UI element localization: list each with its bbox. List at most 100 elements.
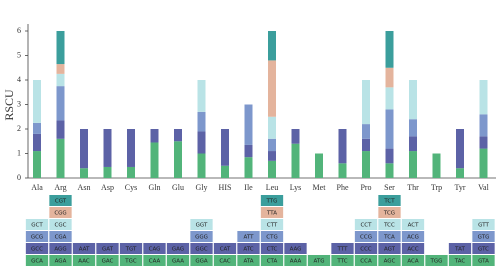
- codon-cell: [378, 231, 401, 242]
- bar-segment: [268, 116, 276, 139]
- bar-segment: [80, 168, 88, 178]
- bar-segment: [56, 73, 65, 87]
- bar-segment: [479, 148, 488, 178]
- bar-segment: [291, 143, 300, 178]
- x-tick-label: Thr: [407, 183, 419, 192]
- codon-cell: [72, 255, 96, 266]
- bar-segment: [268, 160, 276, 178]
- bar-segment: [385, 109, 394, 149]
- codon-label: ATC: [243, 246, 253, 252]
- codon-cell: [190, 231, 213, 242]
- bar-segment: [33, 133, 41, 152]
- bar-segment: [268, 151, 276, 161]
- codon-cell: [425, 255, 448, 266]
- bar-segment: [56, 86, 65, 121]
- codon-label: TCT: [383, 198, 395, 204]
- bar-segment: [479, 80, 488, 115]
- codon-cell: [190, 243, 213, 254]
- codon-cell: [448, 243, 472, 254]
- bar-segment: [174, 141, 182, 178]
- codon-cell: [354, 243, 378, 254]
- y-tick-label: 5: [17, 50, 21, 59]
- y-tick-label: 3: [17, 99, 21, 108]
- codon-label: TGT: [125, 246, 137, 252]
- codon-label: TCA: [383, 234, 395, 240]
- codon-label: ATT: [244, 234, 255, 240]
- codon-label: CTG: [266, 234, 277, 240]
- codon-label: CAT: [220, 246, 231, 252]
- codon-label: GGG: [195, 234, 208, 240]
- codon-cell: [378, 255, 401, 266]
- x-tick-label: Gly: [196, 183, 208, 192]
- codon-cell: [72, 243, 96, 254]
- codon-cell: [378, 195, 401, 206]
- codon-label: ATG: [314, 258, 325, 264]
- codon-cell: [260, 255, 284, 266]
- codon-cell: [354, 219, 378, 230]
- x-tick-label: Val: [478, 183, 489, 192]
- codon-label: GAA: [172, 258, 184, 264]
- codon-cell: [331, 255, 354, 266]
- codon-cell: [448, 255, 472, 266]
- x-tick-label: Cys: [125, 183, 137, 192]
- codon-cell: [260, 195, 284, 206]
- codon-label: GCT: [31, 222, 43, 228]
- bar-segment: [80, 129, 88, 169]
- y-tick-label: 4: [17, 75, 21, 84]
- codon-cell: [49, 207, 72, 218]
- codon-label: CTC: [267, 246, 278, 252]
- codon-cell: [25, 243, 49, 254]
- codon-label: AGC: [384, 258, 396, 264]
- codon-label: CCG: [360, 234, 372, 240]
- bar-segment: [56, 31, 65, 65]
- codon-label: GGT: [196, 222, 208, 228]
- codon-cell: [190, 219, 213, 230]
- bar-segment: [197, 153, 206, 178]
- bar-segment: [385, 87, 394, 110]
- codon-label: ACT: [408, 222, 420, 228]
- codon-cell: [49, 243, 72, 254]
- codon-cell: [143, 243, 166, 254]
- codon-label: GCC: [31, 246, 43, 252]
- x-tick-label: Ser: [384, 183, 395, 192]
- codon-label: TCC: [383, 222, 395, 228]
- codon-cell: [401, 231, 425, 242]
- codon-label: GTC: [478, 246, 489, 252]
- codon-label: TGC: [124, 258, 137, 264]
- x-tick-label: Ile: [244, 183, 253, 192]
- bar-segment: [150, 129, 159, 143]
- codon-label: CGT: [55, 198, 67, 204]
- x-tick-label: Met: [313, 183, 327, 192]
- codon-cell: [25, 219, 49, 230]
- codon-label: CTT: [267, 222, 278, 228]
- bar-segment: [362, 124, 370, 139]
- codon-label: TCG: [383, 210, 395, 216]
- bar-segment: [221, 129, 229, 166]
- codon-label: CCA: [360, 258, 372, 264]
- codon-label: AAA: [290, 258, 302, 264]
- codon-cell: [96, 255, 119, 266]
- bar-segment: [362, 138, 370, 152]
- bar-segment: [33, 151, 41, 178]
- bar-segment: [244, 157, 253, 178]
- bar-segment: [315, 153, 323, 178]
- bar-segment: [385, 148, 394, 164]
- codon-label: AAG: [290, 246, 302, 252]
- codon-label: CAC: [219, 258, 231, 264]
- codon-label: AGG: [54, 246, 66, 252]
- codon-cell: [284, 243, 307, 254]
- codon-label: AGA: [55, 258, 67, 264]
- codon-cell: [472, 219, 495, 230]
- codon-cell: [354, 255, 378, 266]
- bar-segment: [409, 119, 417, 137]
- codon-cell: [401, 255, 425, 266]
- codon-cell: [472, 255, 495, 266]
- codon-label: GAG: [172, 246, 184, 252]
- codon-label: GAC: [102, 258, 114, 264]
- codon-cell: [237, 255, 260, 266]
- codon-cell: [166, 255, 190, 266]
- bar-segment: [409, 80, 417, 120]
- codon-cell: [260, 231, 284, 242]
- codon-cell: [401, 243, 425, 254]
- bar-segment: [221, 165, 229, 178]
